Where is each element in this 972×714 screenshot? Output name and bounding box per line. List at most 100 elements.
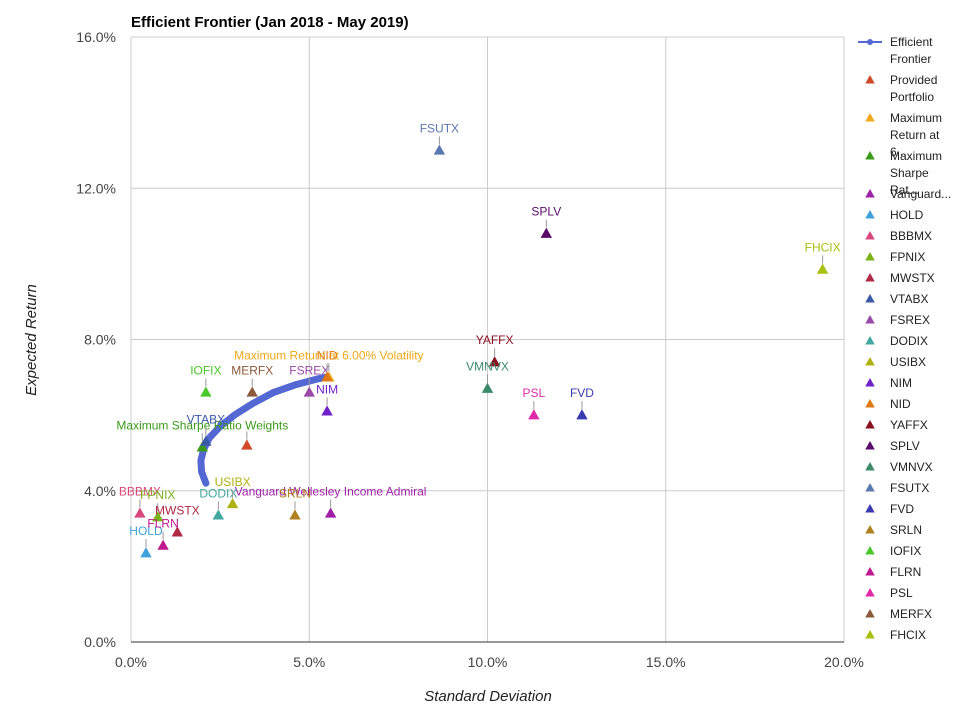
portfolio-points: Maximum Return at 6.00% Volatility Maximu… <box>116 121 841 558</box>
legend-item[interactable]: FHCIX <box>865 628 926 642</box>
point-label: USIBX <box>215 475 251 489</box>
point-psl[interactable] <box>528 409 540 420</box>
point-label: FPNIX <box>140 488 175 502</box>
point-label: PSL <box>523 386 546 400</box>
legend-label: 6... <box>890 145 907 159</box>
legend-item[interactable]: Vanguard... <box>865 187 951 201</box>
point-label: MERFX <box>231 363 273 377</box>
legend-item[interactable]: Provided Portfolio <box>865 73 937 104</box>
point-merfx[interactable] <box>246 386 258 397</box>
point-nim[interactable] <box>321 405 333 416</box>
point-label: NIM <box>316 382 338 396</box>
point-hold[interactable] <box>140 547 152 558</box>
legend-label: Rat... <box>890 183 919 197</box>
legend-triangle-swatch <box>865 504 875 513</box>
point-srln[interactable] <box>289 509 301 520</box>
point-dodix[interactable] <box>212 509 225 520</box>
legend-item[interactable]: Maximum Sharpe Rat... <box>865 149 942 197</box>
point-iofix[interactable] <box>200 386 212 397</box>
legend-item[interactable]: Efficient Frontier <box>858 35 933 66</box>
legend-triangle-swatch <box>865 336 875 345</box>
legend-item[interactable]: FPNIX <box>865 250 925 264</box>
legend-item[interactable]: NID <box>865 397 911 411</box>
point-maximum-sharpe-rat[interactable] <box>196 441 208 452</box>
legend-triangle-swatch <box>865 113 875 122</box>
legend-item[interactable]: VTABX <box>865 292 928 306</box>
legend: Efficient Frontier Provided Portfolio Maximu… <box>858 35 951 642</box>
legend-item[interactable]: SPLV <box>865 439 920 453</box>
point-nid[interactable] <box>321 371 333 382</box>
point-fvd[interactable] <box>576 409 588 420</box>
point-fsrex[interactable] <box>303 386 315 397</box>
legend-item[interactable]: SRLN <box>865 523 922 537</box>
legend-label: VTABX <box>890 292 928 306</box>
legend-triangle-swatch <box>865 483 875 492</box>
legend-label: SPLV <box>890 439 920 453</box>
legend-label: FSUTX <box>890 481 929 495</box>
legend-item[interactable]: NIM <box>865 376 912 390</box>
legend-triangle-swatch <box>865 210 875 219</box>
legend-triangle-swatch <box>865 420 875 429</box>
legend-triangle-swatch <box>865 189 875 198</box>
point-bbbmx[interactable] <box>134 507 146 518</box>
point-label: FHCIX <box>805 241 841 255</box>
legend-label: Efficient <box>890 35 933 49</box>
legend-item[interactable]: FLRN <box>865 565 921 579</box>
legend-label: Return at <box>890 128 940 142</box>
y-tick-label: 8.0% <box>84 332 116 348</box>
point-label: Vanguard Wellesley Income Admiral <box>235 484 427 498</box>
legend-triangle-swatch <box>865 546 875 555</box>
x-axis-title: Standard Deviation <box>424 688 552 705</box>
legend-item[interactable]: BBBMX <box>865 229 932 243</box>
point-label: VMNVX <box>466 360 509 374</box>
x-tick-label: 15.0% <box>646 654 686 670</box>
point-label: HOLD <box>129 524 163 538</box>
legend-label: Vanguard... <box>890 187 951 201</box>
point-vmnvx[interactable] <box>481 382 494 393</box>
point-splv[interactable] <box>540 227 553 238</box>
legend-label: VMNVX <box>890 460 933 474</box>
point-label: MWSTX <box>155 503 200 517</box>
legend-item[interactable]: MWSTX <box>865 271 935 285</box>
point-vtabx[interactable] <box>200 435 212 446</box>
point-fhcix[interactable] <box>816 263 829 274</box>
legend-item[interactable]: YAFFX <box>865 418 928 432</box>
legend-triangle-swatch <box>865 273 875 282</box>
point-provided-portfolio[interactable] <box>241 439 253 450</box>
point-usibx[interactable] <box>226 497 239 509</box>
point-fsutx[interactable] <box>433 144 446 155</box>
legend-label: USIBX <box>890 355 926 369</box>
axis-ticks: 0.0% 5.0% 10.0% 15.0% 20.0% 0.0% 4.0% 8.0% 12.0%… <box>76 29 864 670</box>
point-yaffx[interactable] <box>488 356 501 367</box>
legend-item[interactable]: FSREX <box>865 313 930 327</box>
legend-item[interactable]: PSL <box>865 586 913 600</box>
legend-label: NIM <box>890 376 912 390</box>
point-flrn[interactable] <box>157 539 169 550</box>
x-tick-label: 10.0% <box>468 654 508 670</box>
point-mwstx[interactable] <box>171 526 184 537</box>
point-fpnix[interactable] <box>152 511 164 522</box>
legend-triangle-swatch <box>865 75 875 84</box>
legend-item[interactable]: DODIX <box>865 334 928 348</box>
legend-item[interactable]: USIBX <box>865 355 926 369</box>
legend-item[interactable]: FVD <box>865 502 914 516</box>
point-label: BBBMX <box>119 484 161 498</box>
x-tick-label: 0.0% <box>115 654 147 670</box>
point-vanguard[interactable] <box>324 507 337 518</box>
legend-item[interactable]: Maximum Return at 6... <box>865 111 942 159</box>
legend-item[interactable]: VMNVX <box>865 460 933 474</box>
efficient-frontier-series <box>197 373 329 487</box>
legend-triangle-swatch <box>865 252 875 261</box>
legend-label: MERFX <box>890 607 932 621</box>
point-label: FLRN <box>147 517 178 531</box>
x-tick-label: 5.0% <box>293 654 325 670</box>
point-label: IOFIX <box>190 363 221 377</box>
legend-item[interactable]: HOLD <box>865 208 924 222</box>
legend-label: FHCIX <box>890 628 926 642</box>
legend-item[interactable]: IOFIX <box>865 544 921 558</box>
legend-label: BBBMX <box>890 229 932 243</box>
legend-item[interactable]: MERFX <box>865 607 932 621</box>
legend-item[interactable]: FSUTX <box>865 481 929 495</box>
